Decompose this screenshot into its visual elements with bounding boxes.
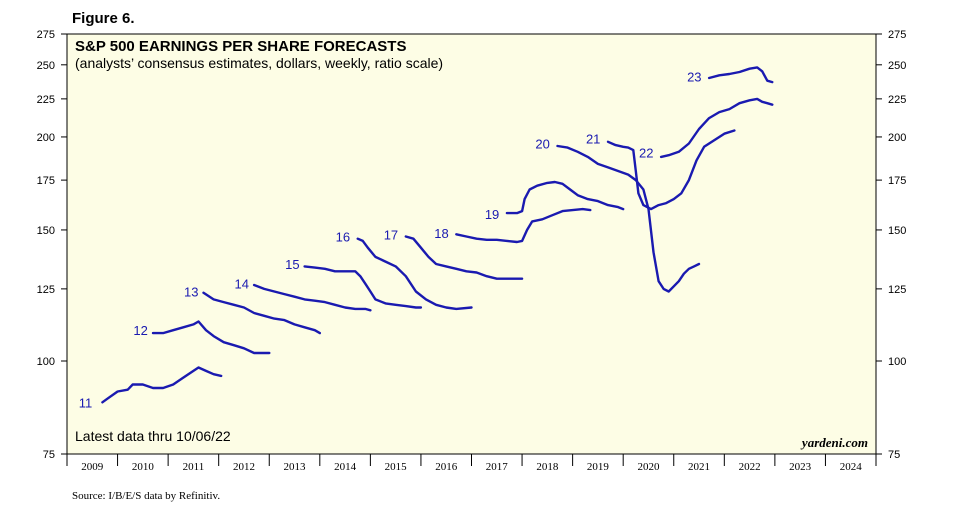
- series-line-22: [659, 97, 774, 159]
- figure-label: Figure 6.: [72, 10, 135, 27]
- y-tick-label-left: 175: [37, 175, 55, 187]
- series-line-19: [505, 180, 625, 215]
- y-tick-label-left: 250: [37, 60, 55, 72]
- x-tick-label: 2010: [132, 461, 155, 473]
- plot-area: [66, 33, 877, 455]
- y-tick-label-right: 175: [888, 175, 906, 187]
- series-line-14: [252, 283, 372, 312]
- series-line-23: [707, 66, 774, 84]
- series-lines: [101, 66, 774, 404]
- x-tick-label: 2014: [334, 461, 357, 473]
- x-tick-label: 2019: [587, 461, 610, 473]
- series-line-17: [404, 235, 524, 280]
- series-line-13: [202, 291, 321, 335]
- y-tick-label-right: 225: [888, 94, 906, 106]
- series-label-22: 22: [639, 146, 653, 161]
- x-tick-label: 2023: [789, 461, 812, 473]
- source-note: Source: I/B/E/S data by Refinitiv.: [72, 490, 220, 502]
- series-label-17: 17: [384, 227, 398, 242]
- x-tick-label: 2009: [81, 461, 104, 473]
- x-tick-label: 2021: [688, 461, 710, 473]
- chart-subtitle: (analysts’ consensus estimates, dollars,…: [75, 55, 443, 71]
- series-line-12: [151, 320, 271, 355]
- series-label-16: 16: [336, 229, 350, 244]
- x-tick-label: 2015: [385, 461, 408, 473]
- axes: 75 75 100 100 125 125 150 150 175 175 200 200 225 225…: [37, 29, 907, 473]
- series-label-21: 21: [586, 132, 600, 147]
- y-tick-label-right: 100: [888, 356, 906, 368]
- x-tick-label: 2020: [637, 461, 660, 473]
- y-tick-label-left: 150: [37, 225, 55, 237]
- y-tick-label-right: 275: [888, 29, 906, 41]
- x-tick-label: 2013: [284, 461, 307, 473]
- y-tick-label-left: 100: [37, 356, 55, 368]
- chart-title: S&P 500 EARNINGS PER SHARE FORECASTS: [75, 38, 406, 55]
- y-tick-label-right: 75: [888, 449, 900, 461]
- series-label-11: 11: [79, 395, 93, 410]
- series-line-18: [455, 207, 592, 244]
- y-tick-label-right: 150: [888, 225, 906, 237]
- series-line-16: [356, 237, 473, 311]
- series-label-12: 12: [133, 323, 147, 338]
- series-label-23: 23: [687, 70, 701, 85]
- y-tick-label-right: 200: [888, 132, 906, 144]
- y-tick-label-left: 275: [37, 29, 55, 41]
- y-tick-label-right: 125: [888, 284, 906, 296]
- y-tick-label-left: 75: [43, 449, 55, 461]
- series-label-14: 14: [235, 277, 249, 292]
- latest-data-annotation: Latest data thru 10/06/22: [75, 428, 231, 444]
- y-tick-label-left: 125: [37, 284, 55, 296]
- series-line-21: [606, 129, 736, 211]
- series-labels: 11 12 13 14 15 16 17 18 19 20 21 22 23: [79, 70, 702, 411]
- x-tick-label: 2017: [486, 461, 509, 473]
- x-tick-label: 2024: [840, 461, 863, 473]
- series-line-15: [303, 265, 423, 309]
- series-label-15: 15: [285, 257, 299, 272]
- y-tick-label-left: 200: [37, 132, 55, 144]
- y-tick-label-right: 250: [888, 60, 906, 72]
- series-label-18: 18: [434, 226, 448, 241]
- x-tick-label: 2012: [233, 461, 255, 473]
- x-tick-label: 2018: [536, 461, 559, 473]
- x-tick-label: 2011: [183, 461, 205, 473]
- series-label-13: 13: [184, 284, 198, 299]
- series-label-20: 20: [535, 136, 549, 151]
- x-tick-label: 2022: [739, 461, 761, 473]
- y-tick-label-left: 225: [37, 94, 55, 106]
- series-line-11: [101, 366, 223, 404]
- series-label-19: 19: [485, 207, 499, 222]
- brand-label: yardeni.com: [800, 435, 868, 450]
- x-tick-label: 2016: [435, 461, 458, 473]
